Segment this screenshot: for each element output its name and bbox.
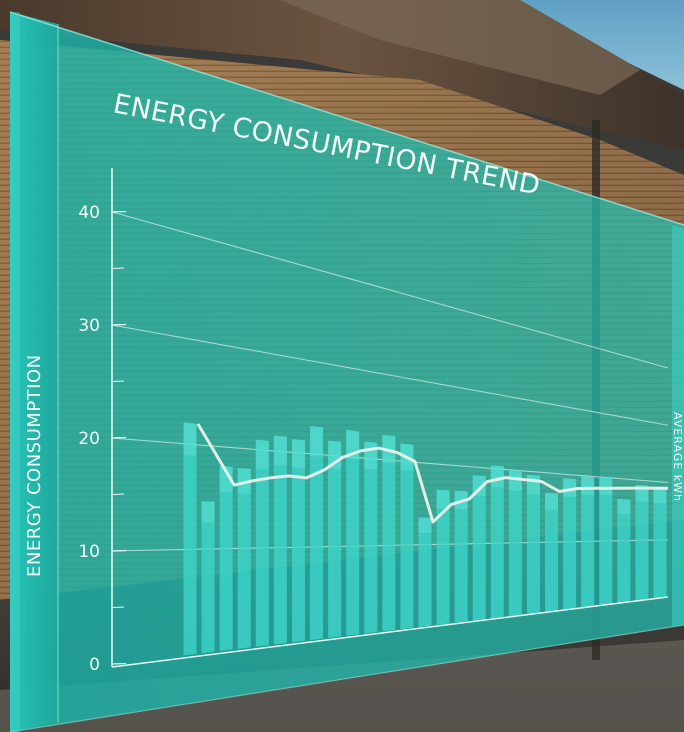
y-tick-mark bbox=[111, 549, 127, 552]
bar-highlight bbox=[617, 499, 631, 514]
bar bbox=[346, 429, 360, 636]
bar-highlight bbox=[310, 425, 324, 457]
bar bbox=[635, 484, 649, 601]
bar-highlight bbox=[508, 469, 522, 491]
bar-highlight bbox=[201, 501, 215, 523]
bar bbox=[472, 475, 486, 621]
bar-highlight bbox=[490, 465, 504, 488]
y-minor-tick bbox=[111, 267, 125, 270]
bar-highlight bbox=[418, 517, 432, 533]
bar-highlight bbox=[653, 487, 667, 504]
bar bbox=[310, 425, 324, 641]
bar bbox=[382, 434, 396, 632]
bar bbox=[219, 466, 233, 652]
bar bbox=[436, 489, 450, 625]
y-minor-tick bbox=[111, 606, 125, 609]
bar-highlight bbox=[563, 478, 577, 498]
y-tick-mark bbox=[111, 210, 127, 213]
bar bbox=[526, 474, 540, 614]
bar-highlight bbox=[526, 474, 540, 495]
bar bbox=[237, 468, 251, 649]
bar bbox=[545, 492, 559, 612]
bar-highlight bbox=[545, 492, 559, 510]
y-axis bbox=[111, 168, 669, 668]
bar bbox=[201, 501, 215, 654]
bar-highlight bbox=[183, 422, 197, 457]
bar bbox=[291, 439, 305, 643]
bar bbox=[364, 441, 378, 634]
y-tick-label: 20 bbox=[78, 429, 100, 449]
bar bbox=[599, 476, 613, 606]
bar-highlight bbox=[255, 439, 269, 470]
y-ticks: 0 10 20 30 40 bbox=[78, 203, 127, 675]
y-axis-label: ENERGY CONSUMPTION bbox=[24, 354, 45, 577]
average-line bbox=[196, 423, 669, 524]
y-tick-label: 30 bbox=[78, 316, 100, 336]
bar bbox=[563, 478, 577, 610]
y-tick-label: 40 bbox=[78, 203, 100, 223]
bar bbox=[400, 443, 414, 630]
bar-highlight bbox=[219, 466, 233, 493]
bar bbox=[418, 517, 432, 628]
bar bbox=[617, 499, 631, 604]
bar-highlight bbox=[364, 441, 378, 470]
y-tick-mark bbox=[111, 323, 127, 326]
bar-highlight bbox=[291, 439, 305, 469]
y-minor-tick bbox=[111, 380, 125, 383]
bar bbox=[273, 435, 287, 645]
bars bbox=[183, 422, 667, 656]
bar bbox=[328, 440, 342, 638]
bar bbox=[490, 465, 504, 619]
bar-highlight bbox=[237, 468, 251, 494]
secondary-axis-label: AVERAGE kWh bbox=[671, 412, 684, 502]
bar bbox=[183, 422, 197, 656]
bar-highlight bbox=[581, 476, 595, 496]
y-minor-tick bbox=[111, 493, 125, 496]
bar bbox=[454, 490, 468, 623]
average-line-path bbox=[196, 423, 669, 524]
bar bbox=[653, 487, 667, 599]
y-tick-label: 0 bbox=[89, 655, 100, 675]
y-tick-mark bbox=[111, 662, 127, 665]
y-tick-mark bbox=[111, 436, 127, 439]
bar bbox=[581, 476, 595, 608]
bar-highlight bbox=[273, 435, 287, 466]
gridline bbox=[111, 211, 669, 369]
y-tick-label: 10 bbox=[78, 542, 100, 562]
bar bbox=[508, 469, 522, 617]
bar bbox=[255, 439, 269, 647]
gridline bbox=[111, 324, 669, 426]
bar-highlight bbox=[436, 489, 450, 509]
bar-highlight bbox=[599, 476, 613, 496]
